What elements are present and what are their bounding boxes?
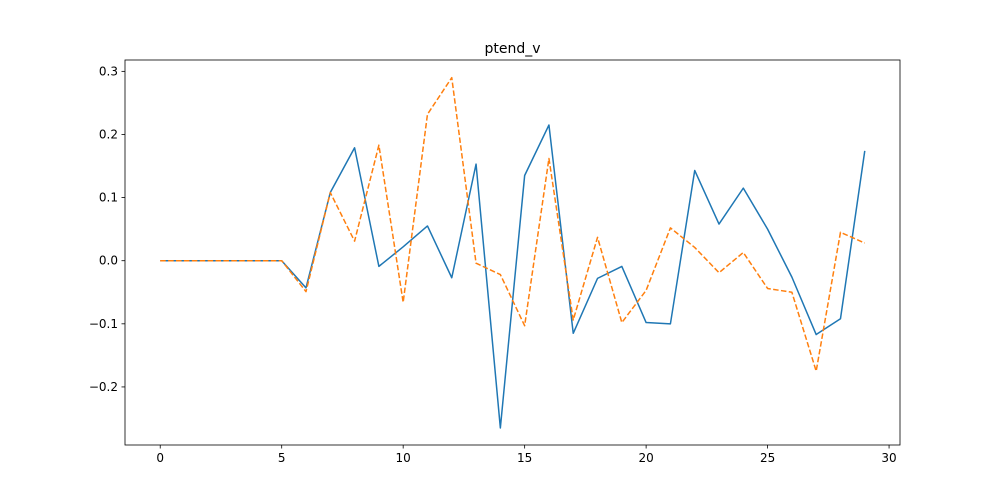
y-tick-label: 0.1	[99, 191, 118, 205]
axes: 0 5 10 15 20 25 30 −0.2 −0.1 0.0 0.1 0.2 0.3	[89, 59, 901, 465]
y-tick-label: 0.2	[99, 127, 118, 141]
axes-frame	[124, 59, 901, 446]
y-tick-label: −0.1	[89, 317, 118, 331]
plot-area	[160, 76, 866, 429]
x-tick-label: 15	[517, 451, 532, 465]
x-tick-label: 10	[396, 451, 411, 465]
x-tick-label: 5	[278, 451, 286, 465]
x-tick-label: 0	[156, 451, 164, 465]
x-tick-label: 20	[638, 451, 653, 465]
y-tick-label: −0.2	[89, 380, 118, 394]
series-line-2	[160, 76, 866, 372]
y-tick-label: 0.0	[99, 254, 118, 268]
chart-title: ptend_v	[484, 41, 540, 57]
x-tick-label: 25	[760, 451, 775, 465]
x-tick-label: 30	[881, 451, 896, 465]
y-tick-label: 0.3	[99, 64, 118, 78]
